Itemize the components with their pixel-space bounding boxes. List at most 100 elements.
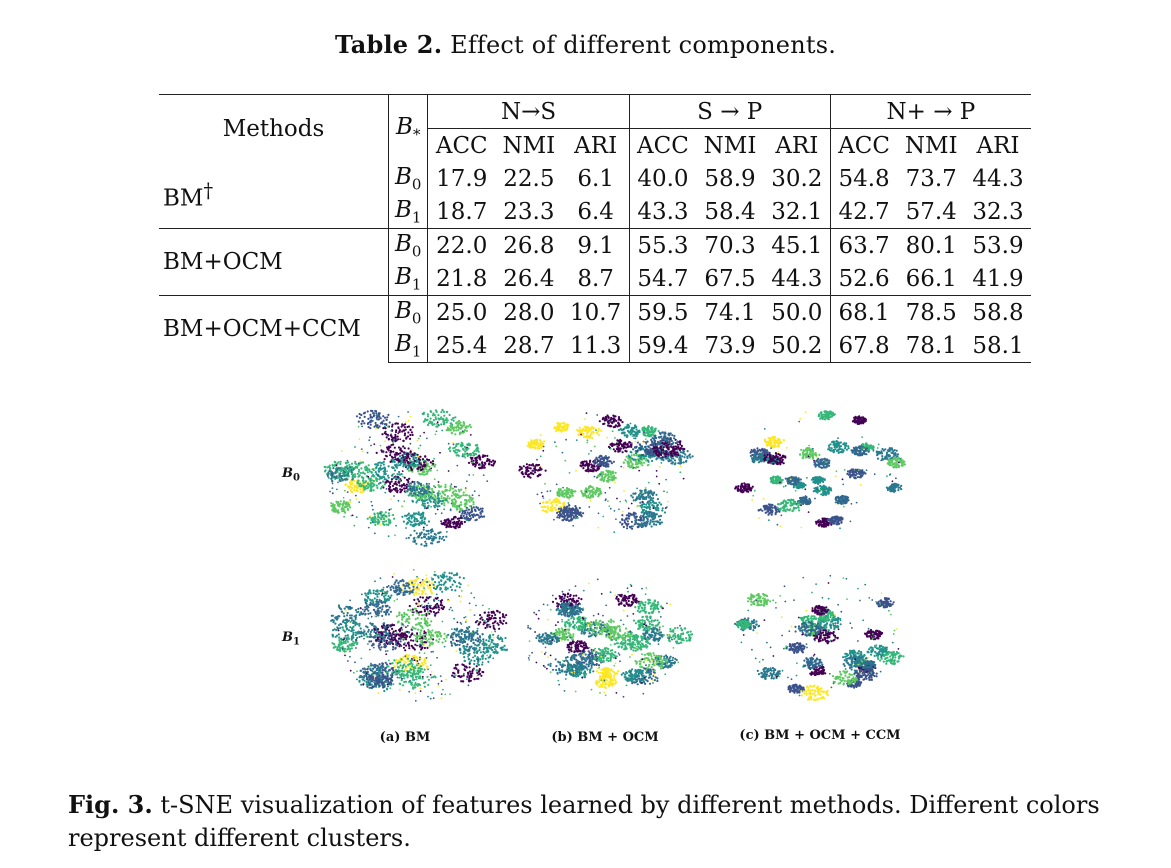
- scatter-point: [575, 439, 578, 441]
- scatter-point: [636, 432, 639, 436]
- scatter-point: [409, 442, 412, 445]
- scatter-point: [466, 454, 469, 458]
- scatter-point: [388, 421, 391, 424]
- scatter-point: [615, 518, 617, 520]
- scatter-point: [778, 478, 781, 481]
- scatter-point: [420, 531, 423, 534]
- scatter-point: [655, 446, 658, 449]
- scatter-point: [598, 459, 601, 463]
- scatter-point: [409, 488, 412, 491]
- scatter-point: [453, 426, 456, 429]
- scatter-point: [615, 419, 618, 422]
- scatter-point: [453, 446, 456, 449]
- scatter-point: [371, 479, 374, 482]
- scatter-point: [667, 446, 670, 449]
- scatter-point: [756, 453, 760, 456]
- scatter-point: [430, 410, 433, 413]
- scatter-point: [391, 514, 394, 516]
- scatter-point: [595, 456, 598, 459]
- scatter-point: [605, 462, 608, 465]
- scatter-point: [342, 508, 345, 511]
- scatter-point: [609, 424, 612, 427]
- scatter-point: [349, 466, 352, 469]
- scatter-point: [432, 485, 436, 488]
- scatter-point: [667, 453, 670, 456]
- scatter-point: [419, 435, 422, 437]
- scatter-point: [427, 520, 431, 523]
- scatter-point: [346, 478, 349, 481]
- scatter-point: [406, 490, 409, 493]
- scatter-point: [769, 476, 773, 480]
- scatter-point: [353, 466, 357, 470]
- scatter-point: [529, 445, 533, 448]
- scatter-point: [483, 515, 486, 518]
- scatter-point: [614, 437, 616, 439]
- scatter-point: [662, 459, 665, 462]
- scatter-point: [627, 454, 630, 457]
- scatter-point: [409, 485, 412, 488]
- scatter-point: [432, 500, 435, 504]
- scatter-point: [412, 461, 415, 464]
- scatter-point: [480, 467, 483, 470]
- scatter-point: [416, 536, 418, 539]
- scatter-point: [473, 490, 476, 493]
- scatter-point: [805, 502, 808, 506]
- scatter-point: [586, 439, 589, 442]
- scatter-point: [471, 497, 474, 500]
- scatter-point: [542, 501, 545, 504]
- scatter-point: [582, 435, 586, 438]
- scatter-point: [387, 413, 390, 416]
- scatter-point: [387, 480, 390, 483]
- scatter-point: [390, 489, 393, 492]
- scatter-point: [382, 460, 385, 463]
- scatter-point: [620, 429, 623, 432]
- scatter-point: [603, 476, 606, 479]
- scatter-point: [452, 443, 455, 446]
- scatter-point: [747, 485, 750, 488]
- scatter-point: [392, 441, 394, 444]
- scatter-point: [385, 418, 388, 421]
- scatter-point: [538, 447, 541, 450]
- scatter-point: [375, 414, 378, 417]
- scatter-point: [671, 450, 674, 453]
- scatter-point: [648, 508, 652, 511]
- scatter-point: [642, 522, 645, 525]
- scatter-point: [462, 491, 465, 494]
- scatter-point: [376, 522, 379, 525]
- scatter-point: [355, 463, 358, 466]
- scatter-point: [855, 448, 859, 451]
- scatter-point: [456, 507, 459, 511]
- scatter-point: [591, 436, 594, 439]
- scatter-point: [420, 536, 423, 539]
- scatter-point: [421, 511, 424, 514]
- scatter-point: [748, 488, 751, 491]
- scatter-point: [434, 433, 437, 436]
- scatter-point: [413, 516, 416, 519]
- scatter-point: [383, 469, 387, 472]
- scatter-point: [348, 463, 351, 466]
- scatter-point: [340, 450, 343, 452]
- scatter-point: [613, 415, 616, 418]
- branch-index: 0: [411, 309, 422, 328]
- scatter-point: [352, 477, 354, 479]
- scatter-point: [449, 484, 452, 488]
- scatter-point: [682, 447, 685, 450]
- scatter-point: [423, 507, 427, 510]
- scatter-point: [533, 470, 536, 472]
- scatter-point: [437, 417, 440, 420]
- scatter-point: [625, 518, 628, 521]
- scatter-point: [621, 514, 624, 517]
- scatter-point: [534, 465, 537, 468]
- scatter-point: [646, 459, 650, 462]
- scatter-point: [446, 489, 449, 492]
- scatter-point: [635, 435, 638, 438]
- scatter-point: [575, 469, 577, 472]
- scatter-point: [651, 520, 654, 523]
- scatter-point: [405, 478, 409, 481]
- branch-index: 1: [411, 275, 422, 294]
- scatter-point: [682, 477, 685, 480]
- scatter-point: [630, 445, 633, 448]
- scatter-point: [366, 467, 369, 470]
- scatter-point: [599, 457, 603, 460]
- value-cell: 52.6: [829, 262, 898, 296]
